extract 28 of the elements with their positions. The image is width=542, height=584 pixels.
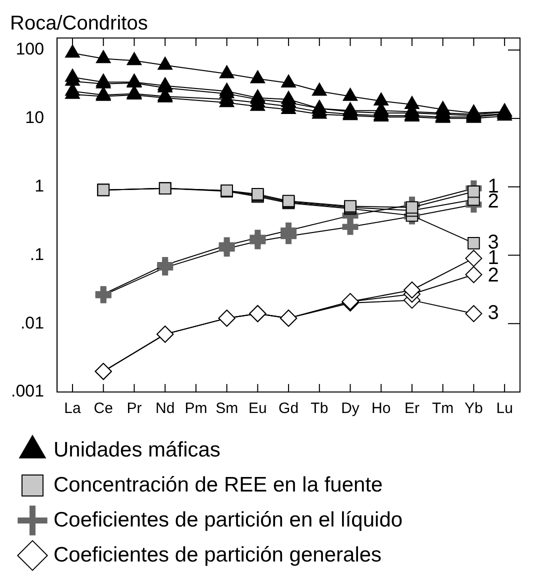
x-tick-label: Eu [248, 400, 267, 418]
x-tick-label: Dy [341, 400, 360, 418]
x-tick-label: Pr [126, 400, 142, 418]
x-tick-label: Yb [464, 400, 483, 418]
y-tick-label: .01 [20, 313, 44, 332]
legend-label: Concentración de REE en la fuente [54, 473, 383, 496]
annotation: 3 [488, 302, 499, 324]
x-tick-label: Pm [184, 400, 208, 418]
y-axis-title: Roca/Condritos [10, 12, 148, 35]
x-tick-label: Sm [216, 400, 238, 418]
x-tick-label: Tb [310, 400, 328, 418]
y-tick-label: .001 [10, 382, 44, 401]
legend-label: Coeficientes de partición en el líquido [54, 508, 403, 532]
x-tick-label: Nd [156, 400, 175, 418]
x-tick-label: Tm [432, 400, 454, 418]
x-tick-label: Er [404, 400, 420, 418]
x-tick-label: Ce [94, 400, 113, 418]
y-tick-label: 10 [25, 108, 44, 128]
x-tick-label: La [64, 400, 82, 418]
x-tick-label: Lu [496, 400, 513, 418]
annotation: 2 [488, 264, 499, 286]
x-tick-label: Gd [278, 400, 299, 418]
y-tick-label: 100 [16, 40, 44, 59]
y-tick-label: .1 [30, 244, 44, 264]
legend-label: Unidades máficas [54, 438, 220, 462]
x-tick-label: Ho [372, 400, 391, 418]
legend-label: Coeficientes de partición generales [54, 543, 382, 566]
y-tick-label: 1 [34, 176, 44, 196]
